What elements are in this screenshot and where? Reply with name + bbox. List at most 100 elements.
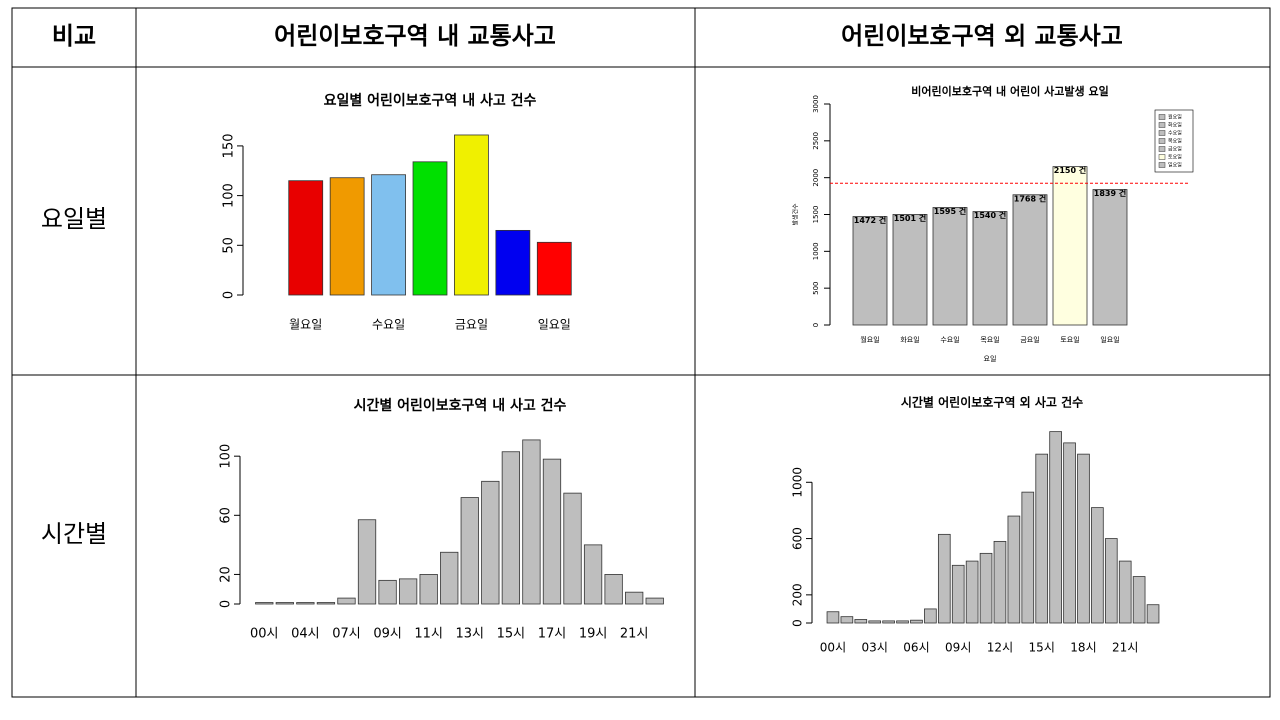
bar	[275, 602, 294, 605]
bar	[937, 533, 951, 624]
x-tick-label: 월요일	[289, 318, 322, 332]
y-tick-label: 500	[812, 281, 820, 294]
bar	[412, 161, 448, 296]
y-tick-label: 100	[219, 444, 234, 469]
x-tick-label: 00시	[820, 641, 846, 655]
bar	[316, 602, 336, 605]
bar	[1063, 442, 1076, 624]
bar	[993, 540, 1007, 624]
bar	[378, 579, 397, 605]
y-tick-label: 50	[222, 237, 237, 254]
x-tick-label: 15시	[1029, 641, 1055, 655]
bar	[965, 560, 979, 624]
bar	[337, 597, 356, 605]
bar	[972, 211, 1008, 326]
bar	[854, 619, 868, 624]
bar	[536, 241, 572, 296]
bar	[896, 620, 909, 624]
row-label: 시간별	[41, 520, 107, 548]
x-tick-label: 토요일	[1060, 335, 1079, 344]
x-tick-label: 21시	[620, 627, 649, 642]
legend-label: 일요일	[1168, 162, 1182, 169]
y-tick-label: 2000	[812, 169, 820, 187]
bar	[440, 551, 459, 605]
bar	[481, 480, 500, 605]
bar	[1092, 189, 1128, 326]
bar	[852, 216, 888, 326]
bar	[840, 616, 854, 624]
y-tick-label: 1000	[812, 242, 820, 260]
legend-label: 토요일	[1168, 154, 1182, 161]
bar	[1118, 560, 1132, 624]
bar	[625, 591, 644, 605]
x-tick-label: 06시	[903, 641, 929, 655]
bar	[1035, 453, 1049, 624]
x-tick-label: 일요일	[538, 318, 571, 332]
x-tick-label: 09시	[373, 627, 402, 642]
value-label: 1768 건	[1014, 193, 1046, 203]
chart-title: 요일별 어린이보호구역 내 사고 건수	[324, 92, 537, 109]
x-axis-label: 요일	[984, 354, 997, 363]
chart-title: 시간별 어린이보호구역 외 사고 건수	[901, 395, 1083, 410]
x-tick-label: 금요일	[455, 318, 488, 332]
bar	[868, 620, 882, 624]
x-tick-label: 일요일	[1100, 335, 1119, 344]
x-tick-label: 12시	[987, 641, 1013, 655]
y-tick-label: 100	[222, 183, 237, 208]
y-tick-label: 3000	[812, 95, 820, 113]
bar	[495, 229, 531, 296]
legend-swatch	[1158, 154, 1166, 160]
value-label: 1839 건	[1094, 188, 1126, 198]
bar	[583, 544, 603, 605]
bar	[1049, 431, 1062, 624]
x-tick-label: 07시	[332, 627, 361, 642]
x-tick-label: 15시	[497, 627, 526, 642]
x-tick-label: 수요일	[372, 318, 405, 332]
bar	[329, 177, 365, 296]
value-label: 2150 건	[1054, 165, 1086, 175]
chart-title: 시간별 어린이보호구역 내 사고 건수	[354, 397, 567, 414]
bar	[501, 451, 521, 605]
y-tick-label: 150	[222, 133, 237, 158]
x-tick-label: 금요일	[1020, 335, 1039, 344]
bar	[460, 497, 479, 605]
value-label: 1472 건	[854, 215, 886, 225]
header-cell: 어린이보호구역 외 교통사고	[841, 22, 1123, 50]
bar	[1012, 194, 1048, 326]
y-tick-label: 0	[791, 619, 805, 627]
bar	[357, 519, 377, 605]
bar	[1104, 538, 1118, 624]
x-tick-label: 목요일	[980, 335, 999, 344]
x-tick-label: 13시	[456, 627, 485, 642]
bar	[522, 439, 541, 605]
x-tick-label: 월요일	[860, 335, 879, 344]
chart-title: 비어린이보호구역 내 어린이 사고발생 요일	[911, 84, 1108, 98]
header-cell: 어린이보호구역 내 교통사고	[274, 22, 556, 50]
bar	[882, 620, 895, 624]
x-tick-label: 21시	[1112, 641, 1138, 655]
bar	[924, 608, 937, 624]
legend-label: 수요일	[1168, 130, 1182, 137]
legend-label: 금요일	[1168, 146, 1182, 153]
legend-swatch	[1158, 130, 1166, 136]
legend-swatch	[1158, 146, 1166, 152]
y-tick-label: 20	[219, 566, 234, 583]
value-label: 1501 건	[894, 213, 926, 223]
legend-label: 화요일	[1168, 122, 1182, 129]
y-tick-label: 0	[219, 600, 234, 608]
table-grid	[11, 7, 1271, 698]
bar	[826, 611, 840, 624]
bar	[419, 574, 438, 605]
header-cell: 비교	[52, 22, 96, 50]
y-tick-label: 600	[791, 527, 805, 550]
y-tick-label: 200	[791, 583, 805, 606]
bar	[255, 602, 274, 605]
bar	[1146, 604, 1160, 624]
x-tick-label: 00시	[250, 627, 279, 642]
x-tick-label: 18시	[1070, 641, 1096, 655]
bar	[645, 597, 664, 605]
legend-label: 목요일	[1168, 138, 1182, 145]
value-label: 1595 건	[934, 206, 966, 216]
bar	[398, 578, 418, 605]
